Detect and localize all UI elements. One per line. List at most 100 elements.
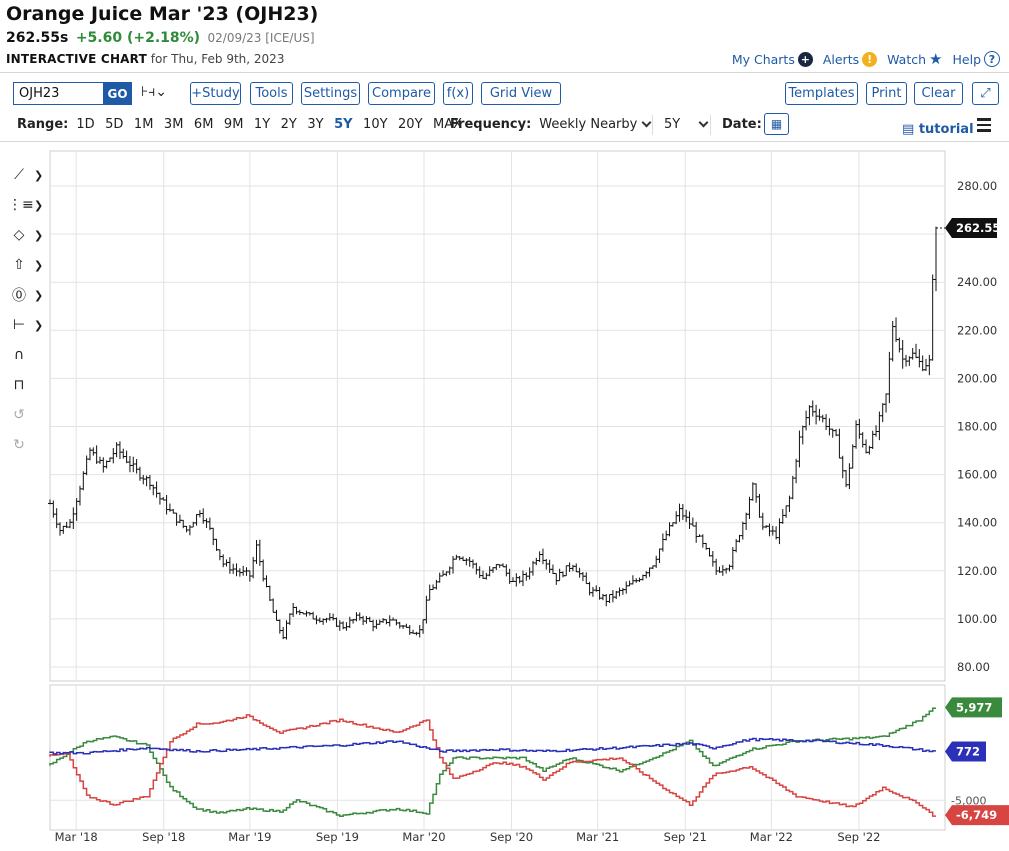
tutorial-link[interactable]: ▤ tutorial — [902, 122, 974, 137]
ohlc-bar — [91, 447, 96, 456]
range-10y[interactable]: 10Y — [363, 117, 388, 132]
tools-button[interactable]: Tools — [250, 82, 293, 105]
range-1d[interactable]: 1D — [76, 117, 95, 132]
ohlc-bar — [267, 585, 272, 602]
my-charts-link[interactable]: My Charts + — [732, 51, 813, 67]
redo-tool[interactable]: ↻ — [8, 433, 44, 457]
undo-tool[interactable]: ↺ — [8, 403, 44, 427]
ohlc-bar — [67, 518, 72, 529]
ohlc-bar — [84, 455, 89, 476]
fx-button[interactable]: f(x) — [443, 82, 473, 105]
measure-icon: ⊢ — [12, 317, 26, 333]
print-button[interactable]: Print — [866, 82, 907, 105]
ohlc-bar — [371, 619, 376, 632]
frequency-dropdown[interactable]: Weekly Nearby — [539, 117, 652, 132]
ohlc-bar — [784, 505, 789, 518]
settings-button[interactable]: Settings — [301, 82, 360, 105]
chevron-right-icon: ❯ — [34, 198, 44, 212]
ohlc-bar — [884, 393, 889, 413]
ohlc-bar — [141, 475, 146, 485]
x-tick-label: Mar '19 — [228, 830, 271, 844]
symbol-input[interactable] — [13, 82, 105, 105]
ohlc-bar — [894, 317, 899, 342]
ohlc-bar — [917, 349, 922, 368]
ohlc-bar — [604, 593, 609, 607]
trendline-icon: ⟋ — [14, 167, 24, 183]
go-button[interactable]: GO — [103, 82, 132, 105]
expand-button[interactable]: ⤢ — [972, 82, 999, 105]
ohlc-bar — [930, 274, 935, 361]
tutorial-label: tutorial — [918, 122, 974, 137]
price-axis: 80.00 100.00 120.00 140.00 160.00 180.00 200.0… — [936, 179, 1000, 674]
cot-frame — [49, 684, 946, 831]
templates-button[interactable]: Templates — [785, 82, 858, 105]
ohlc-bar — [517, 575, 522, 584]
y-tick-label: 280.00 — [957, 179, 997, 193]
clear-button[interactable]: Clear — [914, 82, 963, 105]
marker-tool[interactable]: ⓪ ❯ — [8, 283, 44, 307]
range-1y[interactable]: 1Y — [253, 117, 271, 132]
last-price: 262.55s — [6, 30, 69, 46]
x-tick-label: Sep '20 — [490, 830, 533, 844]
date-label: Date: — [722, 117, 762, 132]
range-6m[interactable]: 6M — [193, 117, 214, 132]
alerts-link[interactable]: Alerts! — [823, 51, 878, 67]
range-3y[interactable]: 3Y — [307, 117, 324, 132]
ohlc-bar — [221, 554, 226, 568]
ohlc-bar — [814, 404, 819, 425]
menu-icon[interactable] — [977, 118, 991, 135]
header-divider — [0, 72, 1009, 73]
ohlc-bar — [337, 620, 342, 631]
period-dropdown[interactable]: 5Y — [664, 117, 709, 132]
ohlc-bar — [600, 593, 605, 601]
compare-button[interactable]: Compare — [368, 82, 435, 105]
period-value: 5Y — [664, 117, 681, 132]
alert-icon: ! — [862, 51, 878, 67]
magnet-tool[interactable]: ∩ — [8, 343, 44, 367]
ohlc-bar — [664, 530, 669, 541]
ohlc-bar — [817, 408, 822, 421]
ohlc-bar — [677, 503, 682, 522]
measure-tool[interactable]: ⊢ ❯ — [8, 313, 44, 337]
star-icon: ★ — [929, 50, 943, 68]
ohlc-bar — [481, 570, 486, 579]
chart-type-selector[interactable]: ⊦⫞⌄ — [141, 84, 167, 100]
range-20y[interactable]: 20Y — [398, 117, 423, 132]
range-3m[interactable]: 3M — [163, 117, 184, 132]
arrow-tool[interactable]: ⇧ ❯ — [8, 253, 44, 277]
y-tick-label: 220.00 — [957, 323, 997, 337]
fibonacci-tool[interactable]: ⋮≡ ❯ — [8, 193, 44, 217]
divider — [652, 115, 653, 135]
range-max[interactable]: MAX — [433, 117, 463, 132]
ohlc-bar — [754, 483, 759, 503]
watch-link[interactable]: Watch ★ — [887, 50, 942, 68]
range-5y[interactable]: 5Y — [334, 117, 353, 132]
ohlc-bar — [934, 226, 938, 292]
grid-view-button[interactable]: Grid View — [481, 82, 561, 105]
ohlc-bar — [527, 567, 532, 580]
price-bars — [48, 226, 938, 640]
range-1m[interactable]: 1M — [133, 117, 154, 132]
price-chart[interactable]: 80.00 100.00 120.00 140.00 160.00 180.00 200.0… — [0, 145, 1009, 851]
ohlc-bar — [137, 466, 142, 481]
ohlc-bar — [577, 567, 582, 578]
help-link[interactable]: Help? — [953, 51, 1000, 67]
calendar-button[interactable]: ▦ — [764, 113, 789, 135]
range-2y[interactable]: 2Y — [280, 117, 297, 132]
range-5d[interactable]: 5D — [105, 117, 124, 132]
study-button[interactable]: +Study — [190, 82, 241, 105]
ohlc-bar — [540, 548, 545, 565]
lock-tool[interactable]: ⊓ — [8, 373, 44, 397]
ohlc-bar — [630, 575, 635, 585]
shapes-tool[interactable]: ◇ ❯ — [8, 223, 44, 247]
y-tick-label: 140.00 — [957, 516, 997, 530]
ohlc-bar — [127, 456, 132, 473]
range-9m[interactable]: 9M — [223, 117, 244, 132]
cot-tick-label: -5,000 — [951, 794, 986, 807]
ohlc-bar — [790, 475, 795, 500]
trendline-tool[interactable]: ⟋ ❯ — [8, 163, 44, 187]
ohlc-bar — [227, 557, 232, 574]
quote-meta: 02/09/23 [ICE/US] — [207, 31, 315, 45]
chevron-right-icon: ❯ — [34, 168, 44, 182]
x-tick-label: Sep '19 — [316, 830, 359, 844]
